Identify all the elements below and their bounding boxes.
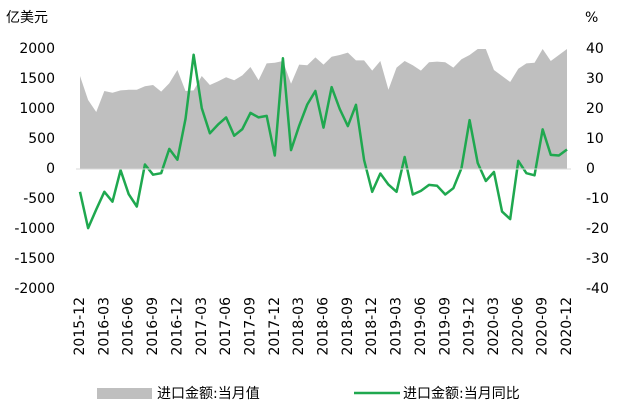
x-tick-label: 2018-12 — [364, 297, 380, 356]
x-tick-label: 2020-06 — [510, 297, 526, 356]
x-tick-label: 2020-03 — [486, 297, 502, 356]
x-tick-label: 2017-12 — [267, 297, 283, 356]
x-tick-label: 2018-09 — [340, 297, 356, 356]
y2-tick-label: -10 — [586, 191, 609, 207]
y2-tick-label: -40 — [586, 281, 609, 297]
y2-tick-label: 10 — [586, 131, 604, 147]
line — [78, 53, 568, 230]
x-tick-label: 2016-12 — [169, 297, 185, 356]
legend-label: 进口金额:当月同比 — [403, 386, 520, 402]
y2-tick-label: -30 — [586, 251, 609, 267]
x-tick-label: 2019-09 — [437, 297, 453, 356]
x-tick-label: 2019-12 — [462, 297, 478, 356]
y-tick-label: -2000 — [14, 281, 55, 297]
y2-tick-label: 30 — [586, 71, 604, 87]
y2-axis-label: % — [585, 10, 598, 26]
legend-label: 进口金额:当月值 — [157, 386, 260, 402]
x-tick-label: 2017-06 — [218, 297, 234, 356]
x-tick-label: 2017-09 — [242, 297, 258, 356]
legend-swatch — [97, 388, 152, 399]
x-tick-label: 2018-03 — [291, 297, 307, 356]
y-tick-label: 2000 — [19, 41, 55, 57]
x-tick-label: 2019-03 — [389, 297, 405, 356]
y2-tick-label: -20 — [586, 221, 609, 237]
y2-tick-label: 0 — [586, 161, 595, 177]
x-tick-label: 2015-12 — [72, 297, 88, 356]
y-axis-label: 亿美元 — [6, 10, 48, 26]
x-tick-label: 2020-12 — [559, 297, 575, 356]
x-tick-label: 2016-09 — [145, 297, 161, 356]
area — [80, 49, 567, 169]
x-tick-label: 2019-06 — [413, 297, 429, 356]
x-tick-label: 2020-09 — [535, 297, 551, 356]
x-tick-label: 2016-06 — [121, 297, 137, 356]
y-tick-label: 0 — [46, 161, 55, 177]
x-tick-label: 2016-03 — [96, 297, 112, 356]
y2-tick-label: 20 — [586, 101, 604, 117]
y2-tick-label: 40 — [586, 41, 604, 57]
y-tick-label: -1000 — [14, 221, 55, 237]
y-tick-label: -1500 — [14, 251, 55, 267]
y-tick-label: 1500 — [19, 71, 55, 87]
y-tick-label: 1000 — [19, 101, 55, 117]
y-tick-label: 500 — [28, 131, 55, 147]
x-tick-label: 2018-06 — [316, 297, 332, 356]
x-tick-label: 2017-03 — [194, 297, 210, 356]
y-tick-label: -500 — [23, 191, 55, 207]
